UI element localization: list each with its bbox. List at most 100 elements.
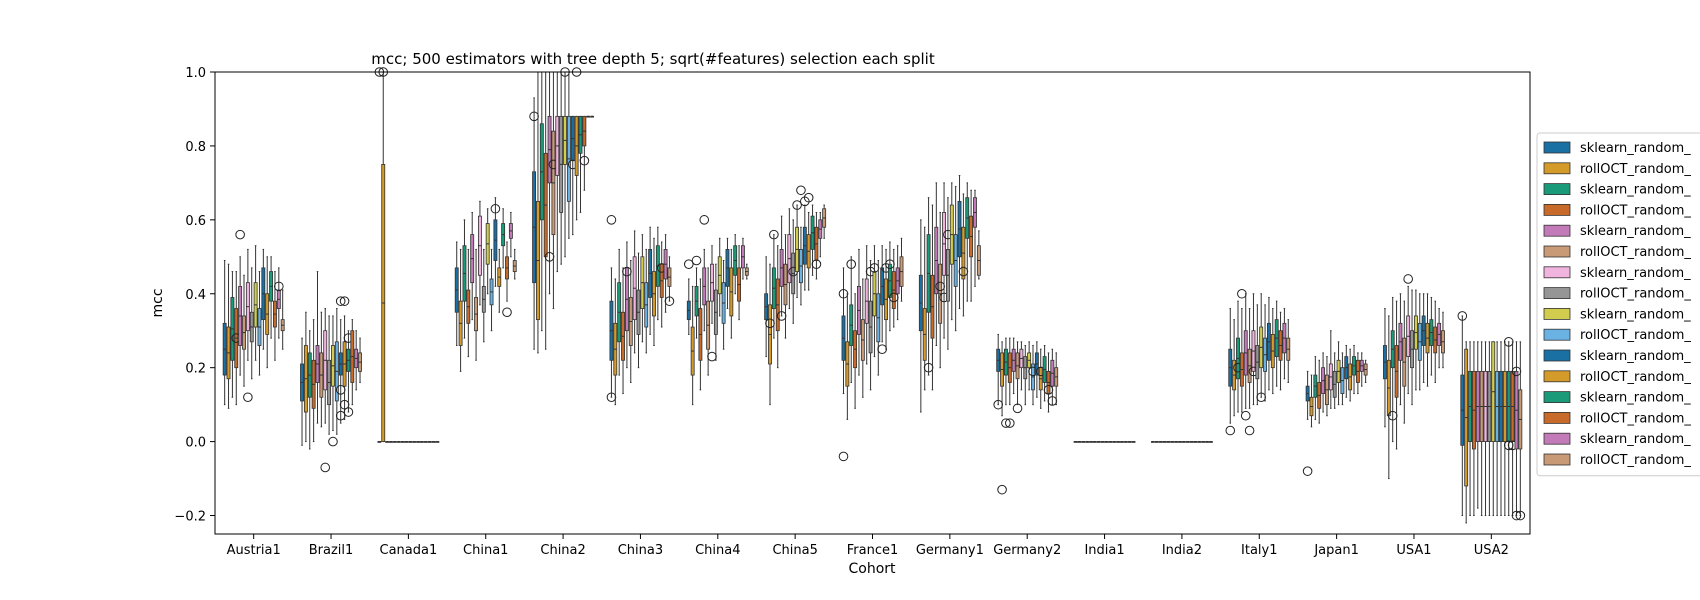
- legend-swatch: [1543, 203, 1571, 216]
- legend-swatch: [1543, 141, 1571, 154]
- legend-swatch: [1543, 245, 1571, 258]
- box-group-china3: [606, 215, 675, 406]
- legend-entry-label: sklearn_random_: [1580, 432, 1691, 447]
- outlier-point: [877, 344, 887, 355]
- x-tick-label-india1: India1: [1084, 543, 1124, 558]
- x-tick-label-usa2: USA2: [1474, 543, 1509, 558]
- outlier-point: [1225, 425, 1236, 436]
- outlier-point: [1012, 403, 1023, 414]
- legend-swatch: [1543, 328, 1571, 341]
- outlier-point: [502, 307, 512, 318]
- x-tick-label-germany2: Germany2: [993, 543, 1061, 558]
- box-series-layer: [222, 67, 1526, 524]
- legend-swatch: [1543, 287, 1571, 300]
- x-tick-label-germany1: Germany1: [916, 543, 984, 558]
- legend-entry-label: sklearn_random_: [1580, 349, 1691, 364]
- legend-entry-label: rollOCT_random_: [1580, 453, 1691, 468]
- legend-swatch: [1543, 391, 1571, 404]
- legend-entry-label: sklearn_random_: [1580, 266, 1691, 281]
- x-axis-label: Cohort: [848, 561, 896, 577]
- legend-entry-label: rollOCT_random_: [1580, 287, 1691, 302]
- outlier-point: [1005, 418, 1015, 428]
- box-group-canada1: [374, 67, 440, 443]
- x-tick-label-india2: India2: [1162, 543, 1202, 558]
- box-group-india1: [1073, 441, 1136, 443]
- legend-entry-label: sklearn_random_: [1580, 307, 1691, 322]
- y-tick-label: 0.0: [185, 436, 206, 451]
- outlier-point: [343, 407, 354, 417]
- box-group-china4: [683, 215, 749, 406]
- outlier-point: [235, 229, 245, 240]
- x-tick-label-china4: China4: [695, 543, 740, 558]
- outlier-point: [606, 215, 617, 225]
- legend-entry-label: sklearn_random_: [1580, 141, 1691, 156]
- outlier-point: [769, 229, 779, 240]
- outlier-point: [1302, 466, 1313, 476]
- outlier-point: [1515, 510, 1526, 521]
- legend-entry-label: rollOCT_random_: [1580, 370, 1691, 385]
- box-group-china5: [764, 185, 827, 406]
- legend: sklearn_random_ rollOCT_random_ sklearn_ra…: [1536, 132, 1700, 477]
- x-tick-label-brazil1: Brazil1: [309, 543, 354, 558]
- box-group-china1: [454, 197, 517, 372]
- legend-entry-label: sklearn_random_: [1580, 183, 1691, 198]
- box-group-germany2: [993, 333, 1059, 495]
- x-tick-label-china3: China3: [618, 543, 663, 558]
- legend-entry-label: sklearn_random_: [1580, 391, 1691, 406]
- outlier-point: [699, 215, 710, 225]
- outlier-point: [838, 451, 849, 462]
- chart-title: mcc; 500 estimators with tree depth 5; s…: [371, 50, 935, 68]
- plot-frame: [214, 71, 1531, 535]
- legend-entry-label: rollOCT_random_: [1580, 162, 1691, 177]
- axes: −0.2 0.0 0.2 0.4 0.6 0.8 1.0 Austria1 Brazil1 Can…: [174, 66, 1508, 558]
- outlier-point: [811, 259, 822, 269]
- outlier-point: [691, 255, 702, 266]
- outlier-point: [997, 484, 1007, 495]
- outlier-point: [339, 296, 350, 306]
- box-group-brazil1: [300, 271, 362, 473]
- outlier-point: [1403, 274, 1413, 284]
- x-tick-label-china5: China5: [772, 543, 817, 558]
- y-axis-label: mcc: [150, 288, 166, 317]
- outlier-point: [664, 296, 675, 306]
- outlier-point: [328, 436, 338, 447]
- x-tick-label-austria1: Austria1: [227, 543, 281, 558]
- x-tick-label-canada1: Canada1: [380, 543, 438, 558]
- legend-swatch: [1543, 224, 1571, 237]
- box-group-italy1: [1225, 288, 1291, 436]
- y-tick-label: 0.2: [185, 362, 206, 377]
- box-group-germany1: [918, 174, 981, 413]
- legend-swatch: [1543, 266, 1571, 279]
- outlier-point: [579, 155, 590, 166]
- legend-swatch: [1543, 307, 1571, 320]
- y-tick-label: 0.4: [185, 288, 206, 303]
- legend-frame: [1536, 132, 1700, 477]
- box-group-usa2: [1457, 311, 1526, 524]
- y-tick-label: 0.6: [185, 214, 206, 229]
- x-tick-label-france1: France1: [847, 543, 899, 558]
- y-tick-label: −0.2: [174, 510, 206, 525]
- legend-entry-label: rollOCT_random_: [1580, 203, 1691, 218]
- outlier-point: [320, 462, 331, 473]
- outlier-point: [490, 203, 501, 214]
- outlier-point: [335, 296, 346, 306]
- legend-entry-label: rollOCT_random_: [1580, 328, 1691, 343]
- legend-entry-label: sklearn_random_: [1580, 224, 1691, 239]
- legend-swatch: [1543, 162, 1571, 175]
- outlier-point: [1237, 288, 1247, 299]
- box-group-austria1: [222, 229, 285, 409]
- x-tick-label-china1: China1: [463, 543, 508, 558]
- legend-swatch: [1543, 370, 1571, 383]
- outlier-point: [683, 259, 694, 269]
- outlier-point: [803, 192, 814, 203]
- outlier-point: [707, 351, 717, 362]
- legend-entry-label: rollOCT_random_: [1580, 411, 1691, 426]
- x-tick-label-china2: China2: [540, 543, 585, 558]
- legend-entry-label: rollOCT_random_: [1580, 245, 1691, 260]
- x-tick-label-italy1: Italy1: [1241, 543, 1277, 558]
- outlier-point: [846, 259, 857, 269]
- box-group-china2: [529, 67, 595, 354]
- y-tick-label: 0.8: [185, 140, 206, 155]
- outlier-point: [274, 281, 284, 292]
